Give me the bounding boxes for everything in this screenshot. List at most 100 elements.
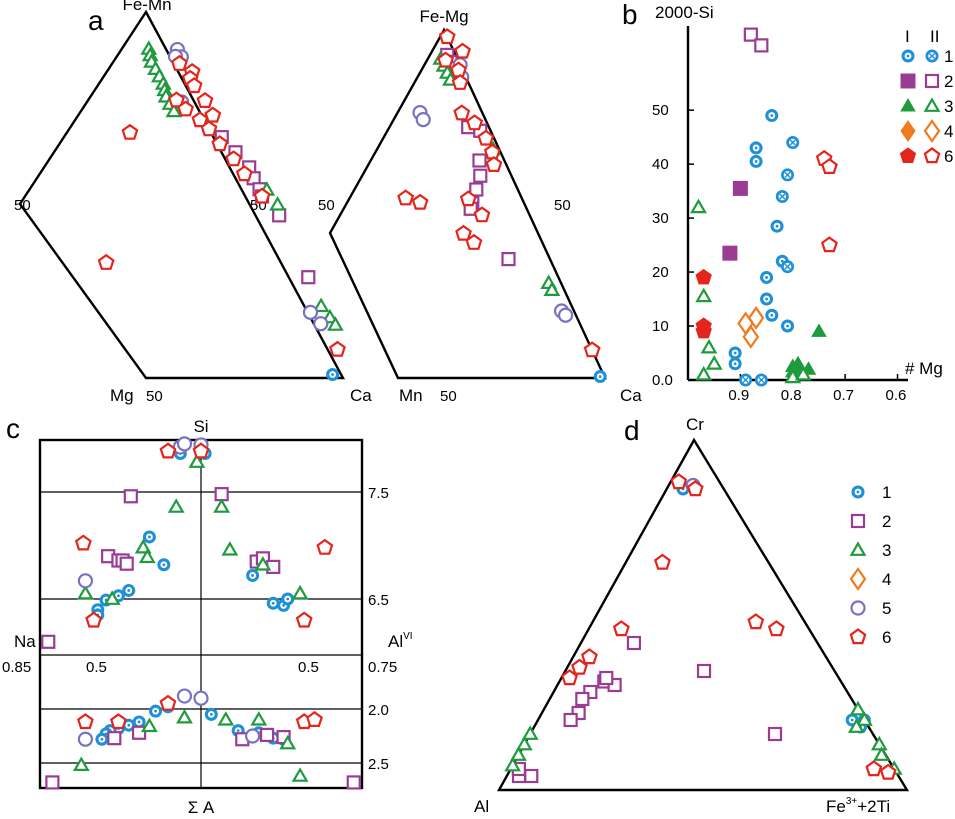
- panel-d-series-6-point-0: [670, 473, 688, 490]
- panel-b-series-1-II-point-3: [775, 190, 789, 204]
- panel-d-series-3-point-6: [504, 756, 521, 772]
- panel-b-series-1-I-point-7: [760, 292, 774, 306]
- panel-b-legend-2-label: 2: [944, 72, 953, 91]
- panel-a-right-series-6-point-14: [455, 224, 472, 241]
- panel-c-marks: [41, 436, 361, 790]
- panel-d-series-6-point-4: [581, 648, 598, 665]
- panel-a-left-series-6-point-8: [191, 111, 209, 128]
- panel-a-left-series-6-point-11: [225, 150, 242, 167]
- panel-d-legend-1-label: 1: [882, 483, 891, 502]
- panel-a-right-series-5-point-5: [557, 307, 574, 323]
- panel-c-top-series-3-point-0: [188, 453, 206, 468]
- panel-a-right-series-6-point-5: [453, 104, 471, 121]
- panel-c-top-label: Si: [193, 417, 208, 436]
- panel-b-legend: 1 2 3 4 6: [899, 47, 953, 166]
- panel-c-left-label: Na: [14, 632, 36, 651]
- panel-d-series-2-point-3: [599, 670, 614, 686]
- panel-a-left-series-5-point-4: [302, 304, 319, 320]
- panel-c-xtick-right-0: 0.5: [298, 659, 319, 676]
- panel-b-series-6-II-point-2: [821, 236, 838, 253]
- panel-b-legend-header-I: I: [905, 27, 910, 46]
- panel-b-series-1-II-point-1: [754, 373, 768, 387]
- panel-a-left-series-6-point-9: [200, 120, 218, 137]
- panel-d-series-3-point-1: [855, 711, 873, 726]
- panel-b-ylabel: 2000-Si: [655, 3, 714, 22]
- panel-b-legend-2-I-marker: [900, 73, 916, 89]
- panel-a-left-top-vertex: Fe-Mn: [122, 0, 171, 14]
- panel-c-bottom-series-3-point-3: [250, 711, 268, 726]
- panel-c-top-series-3-point-7: [76, 584, 94, 600]
- panel-b-legend-3-II-marker: [923, 97, 941, 112]
- panel-c-bottom-series-2-point-6: [346, 775, 361, 790]
- panel-b-xtick-label-0: 0.9: [728, 387, 749, 404]
- panel-b-series-3-II-point-1: [695, 287, 713, 303]
- panel-d-legend-5-marker: [850, 600, 866, 616]
- panel-c-top-series-3-point-2: [213, 498, 231, 513]
- panel-d-series-6-point-10: [879, 763, 897, 780]
- panel-b-series-3-II-point-3: [705, 355, 723, 370]
- panel-d-letter: d: [624, 415, 640, 446]
- panel-c-right-label-sup: VI: [403, 631, 412, 642]
- panel-c-bottom-series-3-point-4: [279, 734, 297, 750]
- panel-a-left-rb-vertex: Ca: [350, 386, 372, 405]
- panel-a-right-tick-right: 50: [554, 197, 571, 214]
- panel-d-series-6-point-1: [686, 480, 704, 497]
- panel-d-frame: [496, 437, 910, 792]
- panel-a-right-series-6-point-12: [411, 193, 429, 210]
- panel-a-right-series-5-point-3: [415, 112, 431, 128]
- panel-c-top-series-2-point-1: [214, 487, 229, 502]
- panel-c-bottom-series-3-point-6: [72, 756, 90, 772]
- panel-b-series-1-II-point-5: [786, 136, 800, 150]
- panel-c-top-series-6-point-5: [295, 611, 313, 628]
- panel-d-legend: 1 2 3 4 5 6: [849, 483, 891, 647]
- panel-a-letter: a: [88, 5, 104, 36]
- panel-d-legend-5-label: 5: [882, 599, 891, 618]
- panel-a-left-series-6-point-10: [211, 135, 229, 152]
- panel-b-series-4-II-point-1: [742, 324, 760, 349]
- panel-a-left-series-6-point-4: [196, 91, 214, 109]
- panel-b-legend-6-I-marker: [899, 147, 917, 163]
- panel-b-series-1-I-point-8: [765, 308, 779, 322]
- panel-b: b 2000-Si # Mg 0.9 0.8 0.7 0.6 0.0 10 20 30 40 50…: [622, 0, 953, 404]
- panel-c-top-series-6-point-4: [85, 611, 103, 628]
- panel-d-legend-1-marker: [851, 485, 865, 499]
- panel-b-series-1-I-point-3: [749, 141, 763, 155]
- panel-c-top-series-6-point-0: [159, 442, 177, 459]
- panel-d-series-2-point-0: [626, 635, 642, 651]
- panel-d-legend-6-marker: [849, 628, 867, 645]
- panel-d-right-vertex-tail: +2Ti: [857, 797, 890, 816]
- panel-b-series-3-II-point-4: [695, 365, 713, 381]
- panel-d-series-2-point-5: [575, 691, 590, 707]
- panel-a-right-series-6-point-6: [466, 114, 484, 131]
- panel-c-letter: c: [6, 413, 20, 444]
- panel-a-right-lb-vertex: Mn: [399, 386, 423, 405]
- panel-c-bottom-series-2-point-1: [107, 731, 122, 746]
- panel-d-series-3-point-9: [521, 725, 539, 740]
- panel-c-bottom-series-5-point-0: [176, 688, 193, 704]
- panel-d-series-6-point-9: [865, 760, 883, 777]
- panel-a-right-series-6-point-0: [438, 28, 456, 45]
- panel-c-bottom-series-3-point-5: [291, 767, 309, 782]
- panel-c-top-series-2-point-0: [123, 489, 138, 504]
- panel-c-bottom-series-1-point-1: [149, 704, 163, 718]
- panel-b-series-6-I-point-0: [695, 268, 712, 285]
- panel-b-legend-4-II-marker: [923, 119, 941, 143]
- panel-b-series-3-I-point-5: [811, 323, 827, 337]
- panel-b-series-2-I-point-1: [722, 245, 738, 261]
- panel-d-series-6-point-5: [571, 658, 588, 675]
- panel-c-bottom-series-3-point-0: [176, 708, 193, 724]
- panel-a-left-series-6-point-7: [177, 100, 194, 117]
- panel-b-legend-1-I-marker: [901, 49, 915, 63]
- panel-a: a Fe-Mn Mg Ca 50 50 50 Fe-Mg Mn Ca 50 50…: [14, 0, 642, 405]
- panel-c-top-series-1-point-8: [246, 568, 260, 582]
- panel-a-left-tick-left: 50: [14, 197, 31, 214]
- panel-a-marks: [97, 28, 607, 384]
- panel-a-left-series-6-point-6: [168, 91, 185, 108]
- panel-c-bottom-label: Σ A: [188, 798, 215, 817]
- panel-d-right-vertex-base: Fe: [826, 797, 846, 816]
- panel-c-ytick-7.5: 7.5: [368, 485, 389, 502]
- panel-c-top-series-3-point-8: [103, 590, 121, 605]
- panel-d-series-3-point-0: [849, 700, 867, 716]
- panel-c-top-series-6-point-3: [316, 538, 334, 555]
